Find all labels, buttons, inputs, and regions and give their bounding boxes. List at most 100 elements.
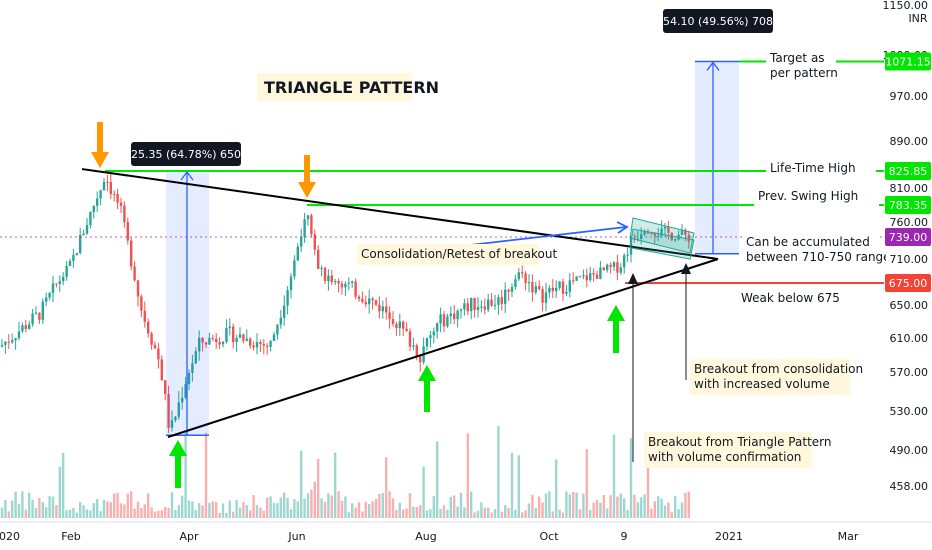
candle-body bbox=[68, 260, 72, 266]
candle-body bbox=[626, 254, 629, 256]
volume-bar bbox=[235, 499, 238, 518]
volume-bar bbox=[92, 503, 95, 518]
volume-bar bbox=[238, 507, 242, 518]
candle-body bbox=[303, 219, 306, 238]
candle-body bbox=[14, 338, 17, 341]
volume-bar bbox=[58, 466, 61, 518]
volume-bar bbox=[313, 481, 316, 518]
green-arrowhead-icon bbox=[607, 305, 625, 321]
volume-bar bbox=[606, 508, 609, 518]
price-label-text: 783.35 bbox=[889, 199, 928, 212]
candle-body bbox=[313, 234, 316, 250]
y-tick-label: 890.00 bbox=[890, 135, 929, 148]
volume-bar bbox=[619, 493, 622, 518]
candle-body bbox=[589, 273, 592, 281]
candle-body bbox=[123, 205, 126, 223]
candle-body bbox=[357, 296, 361, 299]
candlesticks bbox=[0, 170, 690, 433]
volume-bar bbox=[65, 510, 68, 518]
candle-body bbox=[269, 340, 272, 347]
target-annotation-text: per pattern bbox=[770, 66, 838, 80]
candle-body bbox=[31, 313, 34, 325]
candle-body bbox=[45, 297, 48, 302]
volume-bar bbox=[334, 452, 337, 518]
candle-body bbox=[436, 323, 439, 332]
candle-body bbox=[55, 283, 58, 285]
volume-bar bbox=[385, 457, 388, 518]
price-label-bg bbox=[885, 228, 931, 246]
volume-bar bbox=[473, 512, 476, 518]
volume-bar bbox=[521, 512, 524, 518]
volume-bar bbox=[323, 501, 327, 518]
volume-bar bbox=[565, 491, 568, 518]
volume-bar bbox=[7, 511, 10, 518]
candle-body bbox=[374, 300, 378, 305]
consolidation-annotation-bg bbox=[357, 244, 539, 265]
volume-bar bbox=[626, 510, 629, 518]
candle-body bbox=[113, 193, 116, 195]
y-tick-label: 610.00 bbox=[890, 332, 929, 345]
price-label: 1071.15 bbox=[885, 52, 931, 71]
volume-bar bbox=[228, 500, 231, 518]
volume-bar bbox=[11, 500, 14, 518]
candle-body bbox=[208, 337, 211, 345]
candle-body bbox=[85, 224, 89, 234]
candle-body bbox=[408, 331, 412, 347]
candle-body bbox=[160, 359, 163, 381]
volume-bar bbox=[136, 501, 140, 518]
volume-bar bbox=[191, 501, 194, 518]
consolidation-annotation: Consolidation/Retest of breakout bbox=[357, 244, 558, 265]
candle-body bbox=[293, 260, 296, 277]
volume-bar bbox=[62, 452, 65, 518]
candle-body bbox=[58, 281, 61, 285]
candle-body bbox=[507, 289, 510, 292]
volume-bar bbox=[524, 510, 527, 518]
candle-body bbox=[187, 372, 191, 384]
candle-body bbox=[92, 205, 95, 213]
y-tick-label: 810.00 bbox=[890, 182, 929, 195]
candle-body bbox=[79, 235, 82, 254]
candle-body bbox=[211, 337, 214, 339]
green-arrowhead-icon bbox=[169, 440, 187, 456]
volume-bar bbox=[194, 509, 197, 518]
volume-bar bbox=[415, 507, 418, 518]
prev-swing-annotation-bg bbox=[754, 186, 879, 207]
candle-body bbox=[439, 314, 442, 324]
candle-body bbox=[48, 293, 51, 298]
candle-body bbox=[126, 222, 129, 241]
candle-body bbox=[17, 331, 21, 339]
candle-body bbox=[429, 335, 432, 339]
candle-body bbox=[147, 321, 150, 334]
orange-arrowhead-icon bbox=[91, 152, 109, 168]
candle-body bbox=[412, 345, 415, 347]
x-tick-label: Apr bbox=[179, 530, 199, 543]
volume-bar bbox=[181, 495, 184, 518]
candle-body bbox=[143, 310, 146, 322]
volume-bar bbox=[14, 491, 17, 518]
lifetime-high-annotation-bg bbox=[766, 158, 876, 179]
volume-bar bbox=[391, 498, 395, 518]
candle-body bbox=[470, 297, 473, 312]
volume-bar bbox=[663, 505, 667, 518]
y-tick-label: 490.00 bbox=[890, 444, 929, 457]
volume-bar bbox=[684, 492, 687, 518]
candle-body bbox=[388, 312, 391, 320]
price-label-text: 739.00 bbox=[889, 231, 928, 244]
volume-bar bbox=[514, 509, 517, 518]
volume-bar bbox=[116, 492, 119, 518]
volume-bar bbox=[483, 507, 486, 518]
candle-body bbox=[34, 312, 38, 314]
volume-bar bbox=[446, 509, 449, 518]
volume-bar bbox=[119, 503, 123, 518]
currency-label: INR bbox=[908, 12, 927, 25]
candle-body bbox=[602, 267, 605, 271]
volume-bar bbox=[204, 432, 208, 518]
candle-body bbox=[317, 249, 320, 269]
candle-body bbox=[51, 283, 55, 294]
candle-body bbox=[72, 254, 75, 261]
candle-body bbox=[660, 228, 663, 236]
orange-arrowhead-icon bbox=[298, 182, 316, 198]
